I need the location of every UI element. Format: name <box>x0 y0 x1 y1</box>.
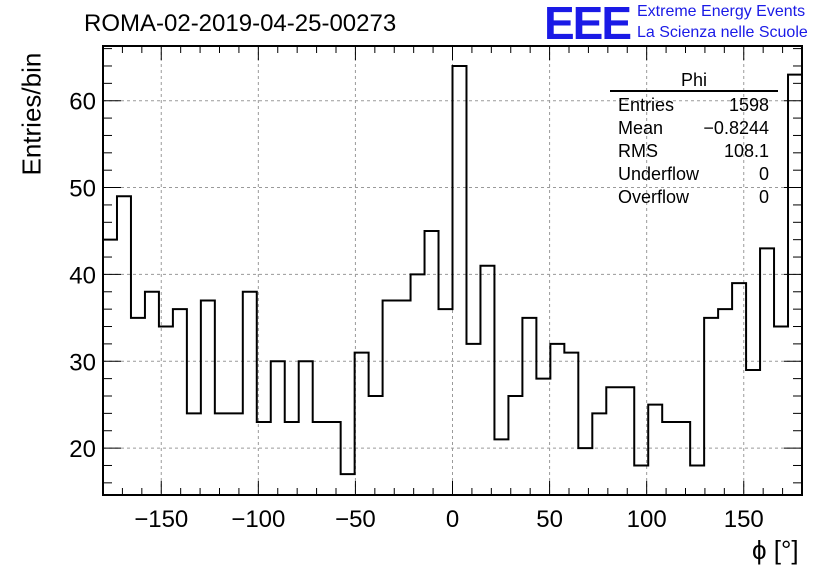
y-tick-label: 60 <box>69 89 96 116</box>
stats-value: 108.1 <box>723 141 769 161</box>
x-tick-label: −100 <box>231 506 285 533</box>
stats-label: RMS <box>618 141 658 161</box>
stats-row: RMS 108.1 <box>610 140 778 163</box>
x-axis-label: ϕ [°] <box>752 535 799 565</box>
logo-caption-line2: La Scienza nelle Scuole <box>637 24 808 41</box>
stats-label: Overflow <box>618 187 690 207</box>
x-tick-label: 50 <box>536 506 563 533</box>
stats-row: Underflow 0 <box>610 163 778 186</box>
x-tick-label: 150 <box>724 506 764 533</box>
logo-caption-line1: Extreme Energy Events <box>637 3 806 20</box>
x-tick-label: 0 <box>446 506 459 533</box>
stats-row: Entries 1598 <box>610 94 778 117</box>
y-tick-label: 30 <box>69 349 96 376</box>
y-tick-label: 40 <box>69 262 96 289</box>
stats-box: Phi Entries 1598 Mean −0.8244 RMS 108.1 Und… <box>610 70 778 209</box>
histogram-line <box>103 64 802 476</box>
x-tick-label: −50 <box>335 506 376 533</box>
y-axis-label: Entries/bin <box>16 52 47 176</box>
x-tick-label: 100 <box>627 506 667 533</box>
stats-value: 1598 <box>728 95 769 115</box>
stats-label: Mean <box>618 118 664 138</box>
stats-row: Mean −0.8244 <box>610 117 778 140</box>
x-tick-label: −150 <box>134 506 188 533</box>
eee-logo: EEE <box>544 0 632 49</box>
stats-label: Underflow <box>618 164 700 184</box>
grid-lines <box>103 46 802 495</box>
stats-value: 0 <box>758 164 769 184</box>
y-tick-label: 50 <box>69 176 96 203</box>
stats-value: 0 <box>758 187 769 207</box>
stats-value: −0.8244 <box>703 118 769 138</box>
y-tick-label: 20 <box>69 436 96 463</box>
axis-ticks <box>103 46 802 495</box>
stats-title: Phi <box>610 70 778 92</box>
stats-label: Entries <box>618 95 675 115</box>
stats-row: Overflow 0 <box>610 186 778 209</box>
chart-title: ROMA-02-2019-04-25-00273 <box>84 10 397 37</box>
tick-labels: −150 −100 −50 0 50 100 150 20 30 40 50 60 <box>69 89 763 533</box>
